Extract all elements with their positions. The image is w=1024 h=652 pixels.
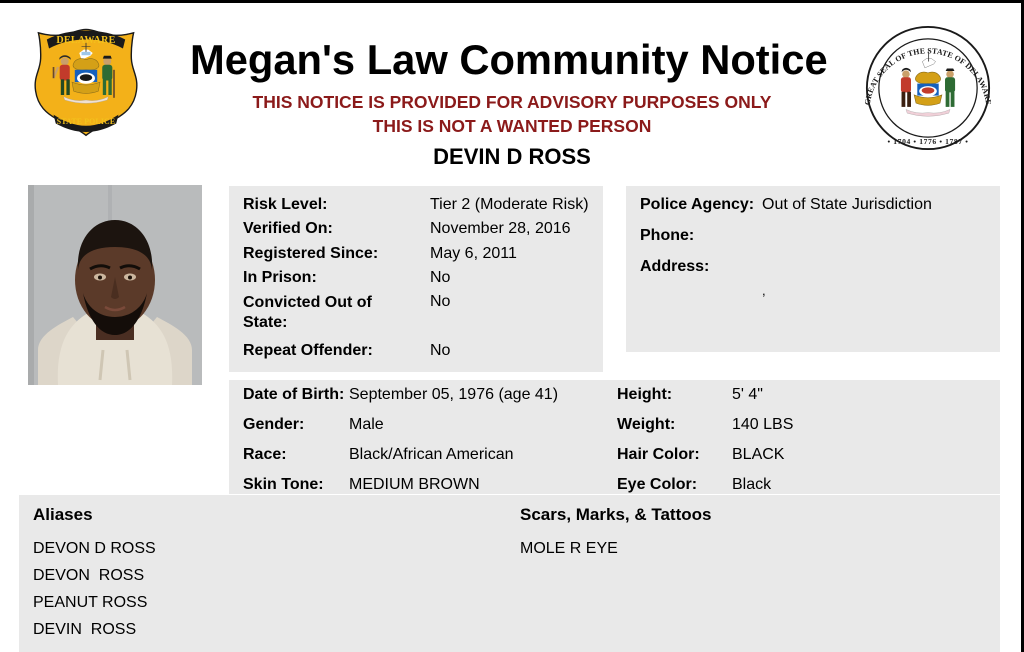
svg-text:• 1704 • 1776 • 1787 •: • 1704 • 1776 • 1787 •	[887, 137, 968, 146]
svg-text:STATE POLICE: STATE POLICE	[57, 117, 116, 126]
